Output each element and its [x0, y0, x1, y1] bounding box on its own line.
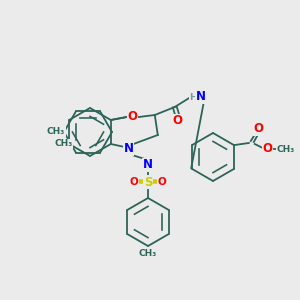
Text: O: O: [130, 177, 138, 187]
Text: O: O: [173, 115, 183, 128]
Text: CH₃: CH₃: [54, 140, 72, 148]
Text: CH₃: CH₃: [139, 248, 157, 257]
Text: CH₃: CH₃: [277, 145, 295, 154]
Text: CH₃: CH₃: [47, 128, 65, 136]
Text: N: N: [124, 142, 134, 155]
Text: H: H: [189, 92, 196, 101]
Text: O: O: [158, 177, 166, 187]
Text: N: N: [143, 158, 153, 172]
Text: O: O: [254, 122, 264, 136]
Text: S: S: [144, 176, 152, 188]
Text: O: O: [263, 142, 273, 155]
Text: O: O: [128, 110, 138, 124]
Text: N: N: [196, 91, 206, 103]
